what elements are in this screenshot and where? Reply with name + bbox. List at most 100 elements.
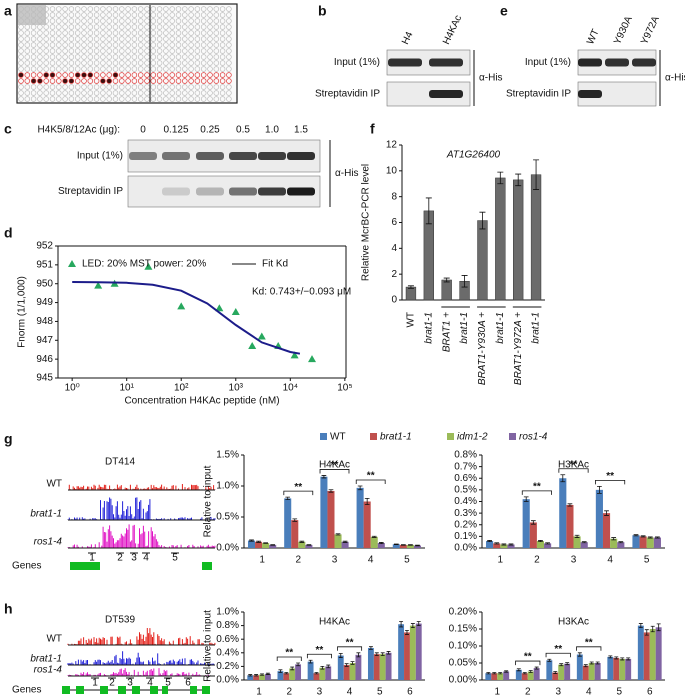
array-spot xyxy=(18,18,24,24)
array-spot xyxy=(150,48,157,54)
x-tick-label: 10² xyxy=(174,383,189,394)
data-point xyxy=(215,304,224,312)
array-spot xyxy=(137,84,144,90)
bar xyxy=(503,671,510,680)
array-spot xyxy=(43,54,49,60)
blot-row-label: Input (1%) xyxy=(77,151,123,162)
array-spot xyxy=(68,18,75,24)
array-spot xyxy=(182,24,188,30)
array-spot xyxy=(175,54,182,60)
array-spot xyxy=(182,18,188,24)
error-bar xyxy=(401,544,406,546)
significance-bracket xyxy=(306,653,332,659)
array-spot xyxy=(125,90,131,96)
blot-row-label: Streptavidin IP xyxy=(58,186,123,197)
error-bar xyxy=(368,646,373,650)
error-bar xyxy=(380,652,385,656)
array-spot xyxy=(219,42,226,48)
array-spot xyxy=(131,24,138,30)
array-spot xyxy=(194,30,201,36)
gene xyxy=(202,686,210,694)
array-spot xyxy=(49,66,56,72)
track-label: brat1-1 xyxy=(30,509,62,520)
array-spot xyxy=(81,90,87,96)
array-spot xyxy=(81,84,87,90)
array-spot xyxy=(74,96,81,102)
array-spot xyxy=(163,24,169,30)
array-spot xyxy=(125,24,131,30)
array-spot xyxy=(194,12,201,18)
amount-label: H4K5/8/12Ac (μg): xyxy=(38,125,120,136)
array-spot xyxy=(169,18,175,24)
legend-marker xyxy=(68,260,76,267)
blot-band xyxy=(162,152,190,160)
array-spot xyxy=(93,66,100,72)
genes-label: Genes xyxy=(12,561,41,572)
array-spot xyxy=(144,60,150,66)
array-spot xyxy=(125,84,131,90)
locus-label: DT539 xyxy=(105,615,135,626)
panel-label: g xyxy=(4,431,13,447)
array-spot xyxy=(144,84,150,90)
bar xyxy=(619,658,626,680)
array-spot xyxy=(74,6,81,12)
bar xyxy=(307,661,314,680)
data-point xyxy=(231,308,240,315)
array-spot xyxy=(226,78,232,84)
array-spot xyxy=(30,30,37,36)
y-tick-label: 0.3% xyxy=(454,508,477,519)
array-spot xyxy=(68,36,75,42)
region-label: 3 xyxy=(131,553,137,564)
array-spot xyxy=(163,72,169,78)
error-bar xyxy=(597,485,602,494)
error-bar xyxy=(350,661,355,665)
array-spot xyxy=(74,30,81,36)
bar xyxy=(507,544,515,548)
array-spot xyxy=(112,12,119,18)
y-tick-label: 0.4% xyxy=(454,496,477,507)
error-bar xyxy=(614,656,619,660)
y-tick-label: 1.0% xyxy=(216,481,239,492)
array-spot xyxy=(87,18,94,24)
y-tick-label: 0.10% xyxy=(449,641,477,652)
y-tick-label: 0.8% xyxy=(454,450,477,461)
significance-bracket xyxy=(355,479,386,484)
array-spot xyxy=(200,6,207,12)
array-spot xyxy=(213,6,220,12)
track-label: WT xyxy=(46,479,62,490)
x-tick-label: 3 xyxy=(332,555,338,566)
bar xyxy=(529,522,537,548)
array-spot xyxy=(144,72,150,78)
array-spot xyxy=(169,42,175,48)
error-bar xyxy=(545,542,550,545)
array-spot xyxy=(119,90,125,96)
array-spot xyxy=(213,60,220,66)
bar xyxy=(415,623,422,680)
array-spot xyxy=(194,36,201,42)
array-spot xyxy=(119,60,125,66)
array-spot xyxy=(56,78,62,84)
array-spot xyxy=(156,96,163,102)
array-spot xyxy=(144,18,150,24)
array-spot xyxy=(125,66,131,72)
array-spot xyxy=(68,42,75,48)
error-bar xyxy=(516,668,521,672)
array-spot xyxy=(182,48,188,54)
array-spot xyxy=(43,42,49,48)
array-spot xyxy=(119,84,125,90)
array-spot xyxy=(112,48,119,54)
array-spot xyxy=(81,48,87,54)
array-spot xyxy=(24,78,31,84)
array-spot xyxy=(194,66,201,72)
error-bar xyxy=(356,652,361,658)
array-spot xyxy=(93,84,100,90)
array-spot xyxy=(30,96,37,102)
error-bar xyxy=(547,658,552,662)
bar xyxy=(500,544,508,548)
array-spot xyxy=(213,42,220,48)
array-spot xyxy=(56,72,62,78)
y-tick-label: 946 xyxy=(36,354,53,365)
array-spot xyxy=(131,96,138,102)
array-spot xyxy=(137,42,144,48)
array-spot xyxy=(169,78,175,84)
